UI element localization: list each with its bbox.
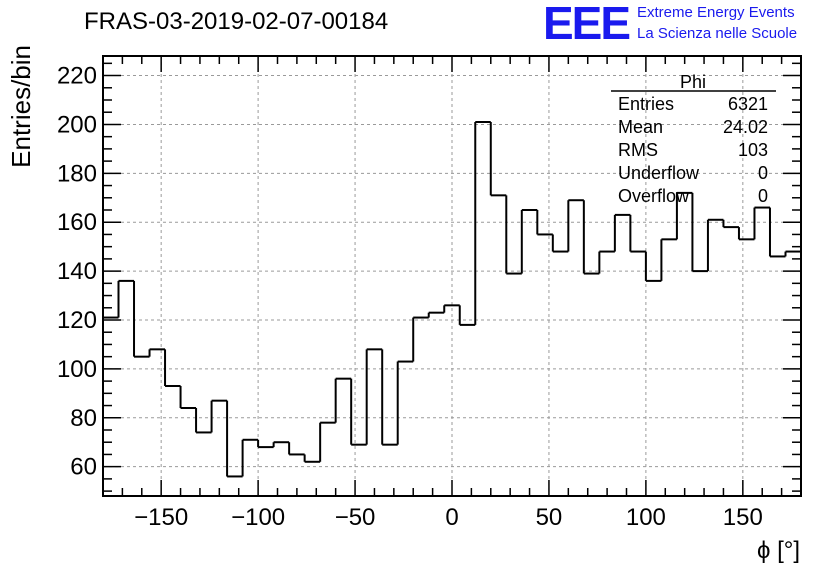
axes: −150 −100 −50 0 50 100 150 60 80 100 120 140 160 180 2…: [57, 55, 802, 531]
stats-row-label: Underflow: [618, 163, 700, 183]
y-tick-label: 140: [57, 258, 97, 285]
y-tick-label: 220: [57, 63, 97, 90]
stats-box: Phi Entries 6321 Mean 24.02 RMS 103 Underflow 0…: [611, 72, 776, 206]
x-tick-label: −50: [335, 504, 376, 531]
stats-row-value: 6321: [728, 94, 768, 114]
run-title: FRAS-03-2019-02-07-00184: [84, 8, 389, 35]
stats-row-label: Mean: [618, 117, 663, 137]
logo-line-1: Extreme Energy Events: [637, 4, 795, 21]
stats-row-value: 0: [758, 163, 768, 183]
stats-row-label: RMS: [618, 140, 658, 160]
y-tick-label: 60: [70, 454, 97, 481]
y-tick-label: 180: [57, 160, 97, 187]
x-tick-label: 100: [626, 504, 666, 531]
x-tick-label: 150: [723, 504, 763, 531]
eee-logo: EEE: [543, 0, 631, 49]
stats-row-label: Entries: [618, 94, 674, 114]
y-tick-label: 160: [57, 209, 97, 236]
logo-line-2: La Scienza nelle Scuole: [637, 25, 798, 42]
stats-row-value: 0: [758, 186, 768, 206]
x-tick-label: 0: [445, 504, 458, 531]
x-tick-label: −100: [231, 504, 285, 531]
y-tick-label: 100: [57, 356, 97, 383]
stats-row-label: Overflow: [618, 186, 690, 206]
stats-row-value: 103: [738, 140, 768, 160]
x-axis-label: ϕ [°]: [757, 537, 800, 564]
x-tick-label: −150: [134, 504, 188, 531]
y-tick-label: 120: [57, 307, 97, 334]
stats-title: Phi: [680, 72, 706, 92]
grid-lines: [103, 56, 801, 496]
y-tick-label: 80: [70, 405, 97, 432]
stats-row-value: 24.02: [723, 117, 768, 137]
y-axis-label: Entries/bin: [6, 45, 36, 168]
y-tick-label: 200: [57, 111, 97, 138]
histogram-bars: [103, 121, 801, 478]
x-tick-label: 50: [536, 504, 563, 531]
